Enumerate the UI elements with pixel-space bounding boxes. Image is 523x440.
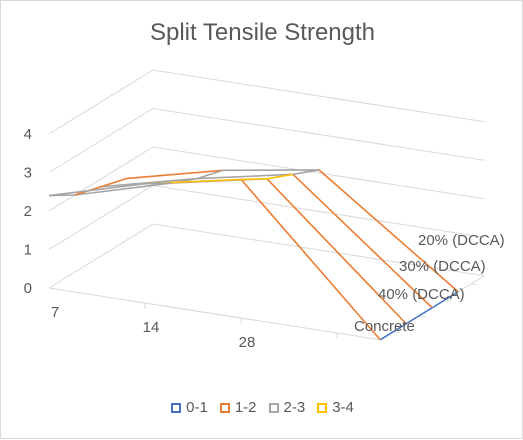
x-tick-label: 14 xyxy=(143,319,160,336)
surface xyxy=(49,170,458,340)
tick-labels: 0 1 2 3 4 7 14 28 Concrete 40% (DCCA) 30% (DCCA) 20… xyxy=(24,126,505,351)
legend-swatch-icon xyxy=(171,403,181,413)
x-tick-label: 28 xyxy=(239,334,256,351)
z-tick-label: 3 xyxy=(24,165,32,182)
legend-label: 0-1 xyxy=(186,399,208,416)
gridline xyxy=(49,109,484,173)
series-tick-label: 40% (DCCA) xyxy=(378,286,465,303)
z-tick-label: 1 xyxy=(24,242,32,259)
legend-item: 3-4 xyxy=(317,399,354,416)
z-tick-label: 0 xyxy=(24,280,32,297)
gridline xyxy=(49,70,484,134)
legend-item: 1-2 xyxy=(220,399,257,416)
surface-edge xyxy=(241,179,267,180)
z-tick-label: 4 xyxy=(24,126,32,143)
surface-edge xyxy=(145,183,171,184)
x-tick-label: 7 xyxy=(51,304,59,321)
legend-item: 2-3 xyxy=(269,399,306,416)
surface-edge xyxy=(241,179,380,339)
legend-label: 3-4 xyxy=(332,399,354,416)
depth-tick-mark xyxy=(471,284,477,285)
series-tick-label: Concrete xyxy=(354,318,415,335)
legend-swatch-icon xyxy=(317,403,327,413)
x-axis-line xyxy=(49,288,380,340)
series-tick-label: 30% (DCCA) xyxy=(399,258,486,275)
legend-label: 2-3 xyxy=(284,399,306,416)
legend-item: 0-1 xyxy=(171,399,208,416)
series-tick-label: 20% (DCCA) xyxy=(418,232,505,249)
legend-swatch-icon xyxy=(220,403,230,413)
legend: 0-1 1-2 2-3 3-4 xyxy=(1,399,523,416)
z-tick-label: 2 xyxy=(24,203,32,220)
legend-swatch-icon xyxy=(269,403,279,413)
surface-edge xyxy=(49,195,75,196)
surface-edge xyxy=(49,184,145,196)
legend-label: 1-2 xyxy=(235,399,257,416)
